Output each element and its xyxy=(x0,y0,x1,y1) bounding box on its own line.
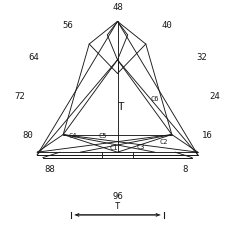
Text: 64: 64 xyxy=(28,53,39,62)
Text: C6: C6 xyxy=(150,97,159,103)
Text: 56: 56 xyxy=(62,21,73,30)
Text: C3: C3 xyxy=(137,144,145,150)
Text: 16: 16 xyxy=(202,131,212,140)
Text: 80: 80 xyxy=(23,131,33,140)
Text: 24: 24 xyxy=(209,91,220,100)
Text: 48: 48 xyxy=(112,3,123,12)
Text: T: T xyxy=(115,203,120,211)
Text: 72: 72 xyxy=(15,91,26,100)
Text: T: T xyxy=(118,102,124,112)
Text: 40: 40 xyxy=(162,21,173,30)
Text: C2: C2 xyxy=(159,140,168,146)
Text: 88: 88 xyxy=(44,165,55,174)
Text: 96: 96 xyxy=(112,192,123,201)
Text: C1: C1 xyxy=(110,145,118,151)
Text: 32: 32 xyxy=(196,53,207,62)
Text: C5: C5 xyxy=(98,133,107,139)
Text: C4: C4 xyxy=(69,133,77,139)
Text: 8: 8 xyxy=(183,165,188,174)
